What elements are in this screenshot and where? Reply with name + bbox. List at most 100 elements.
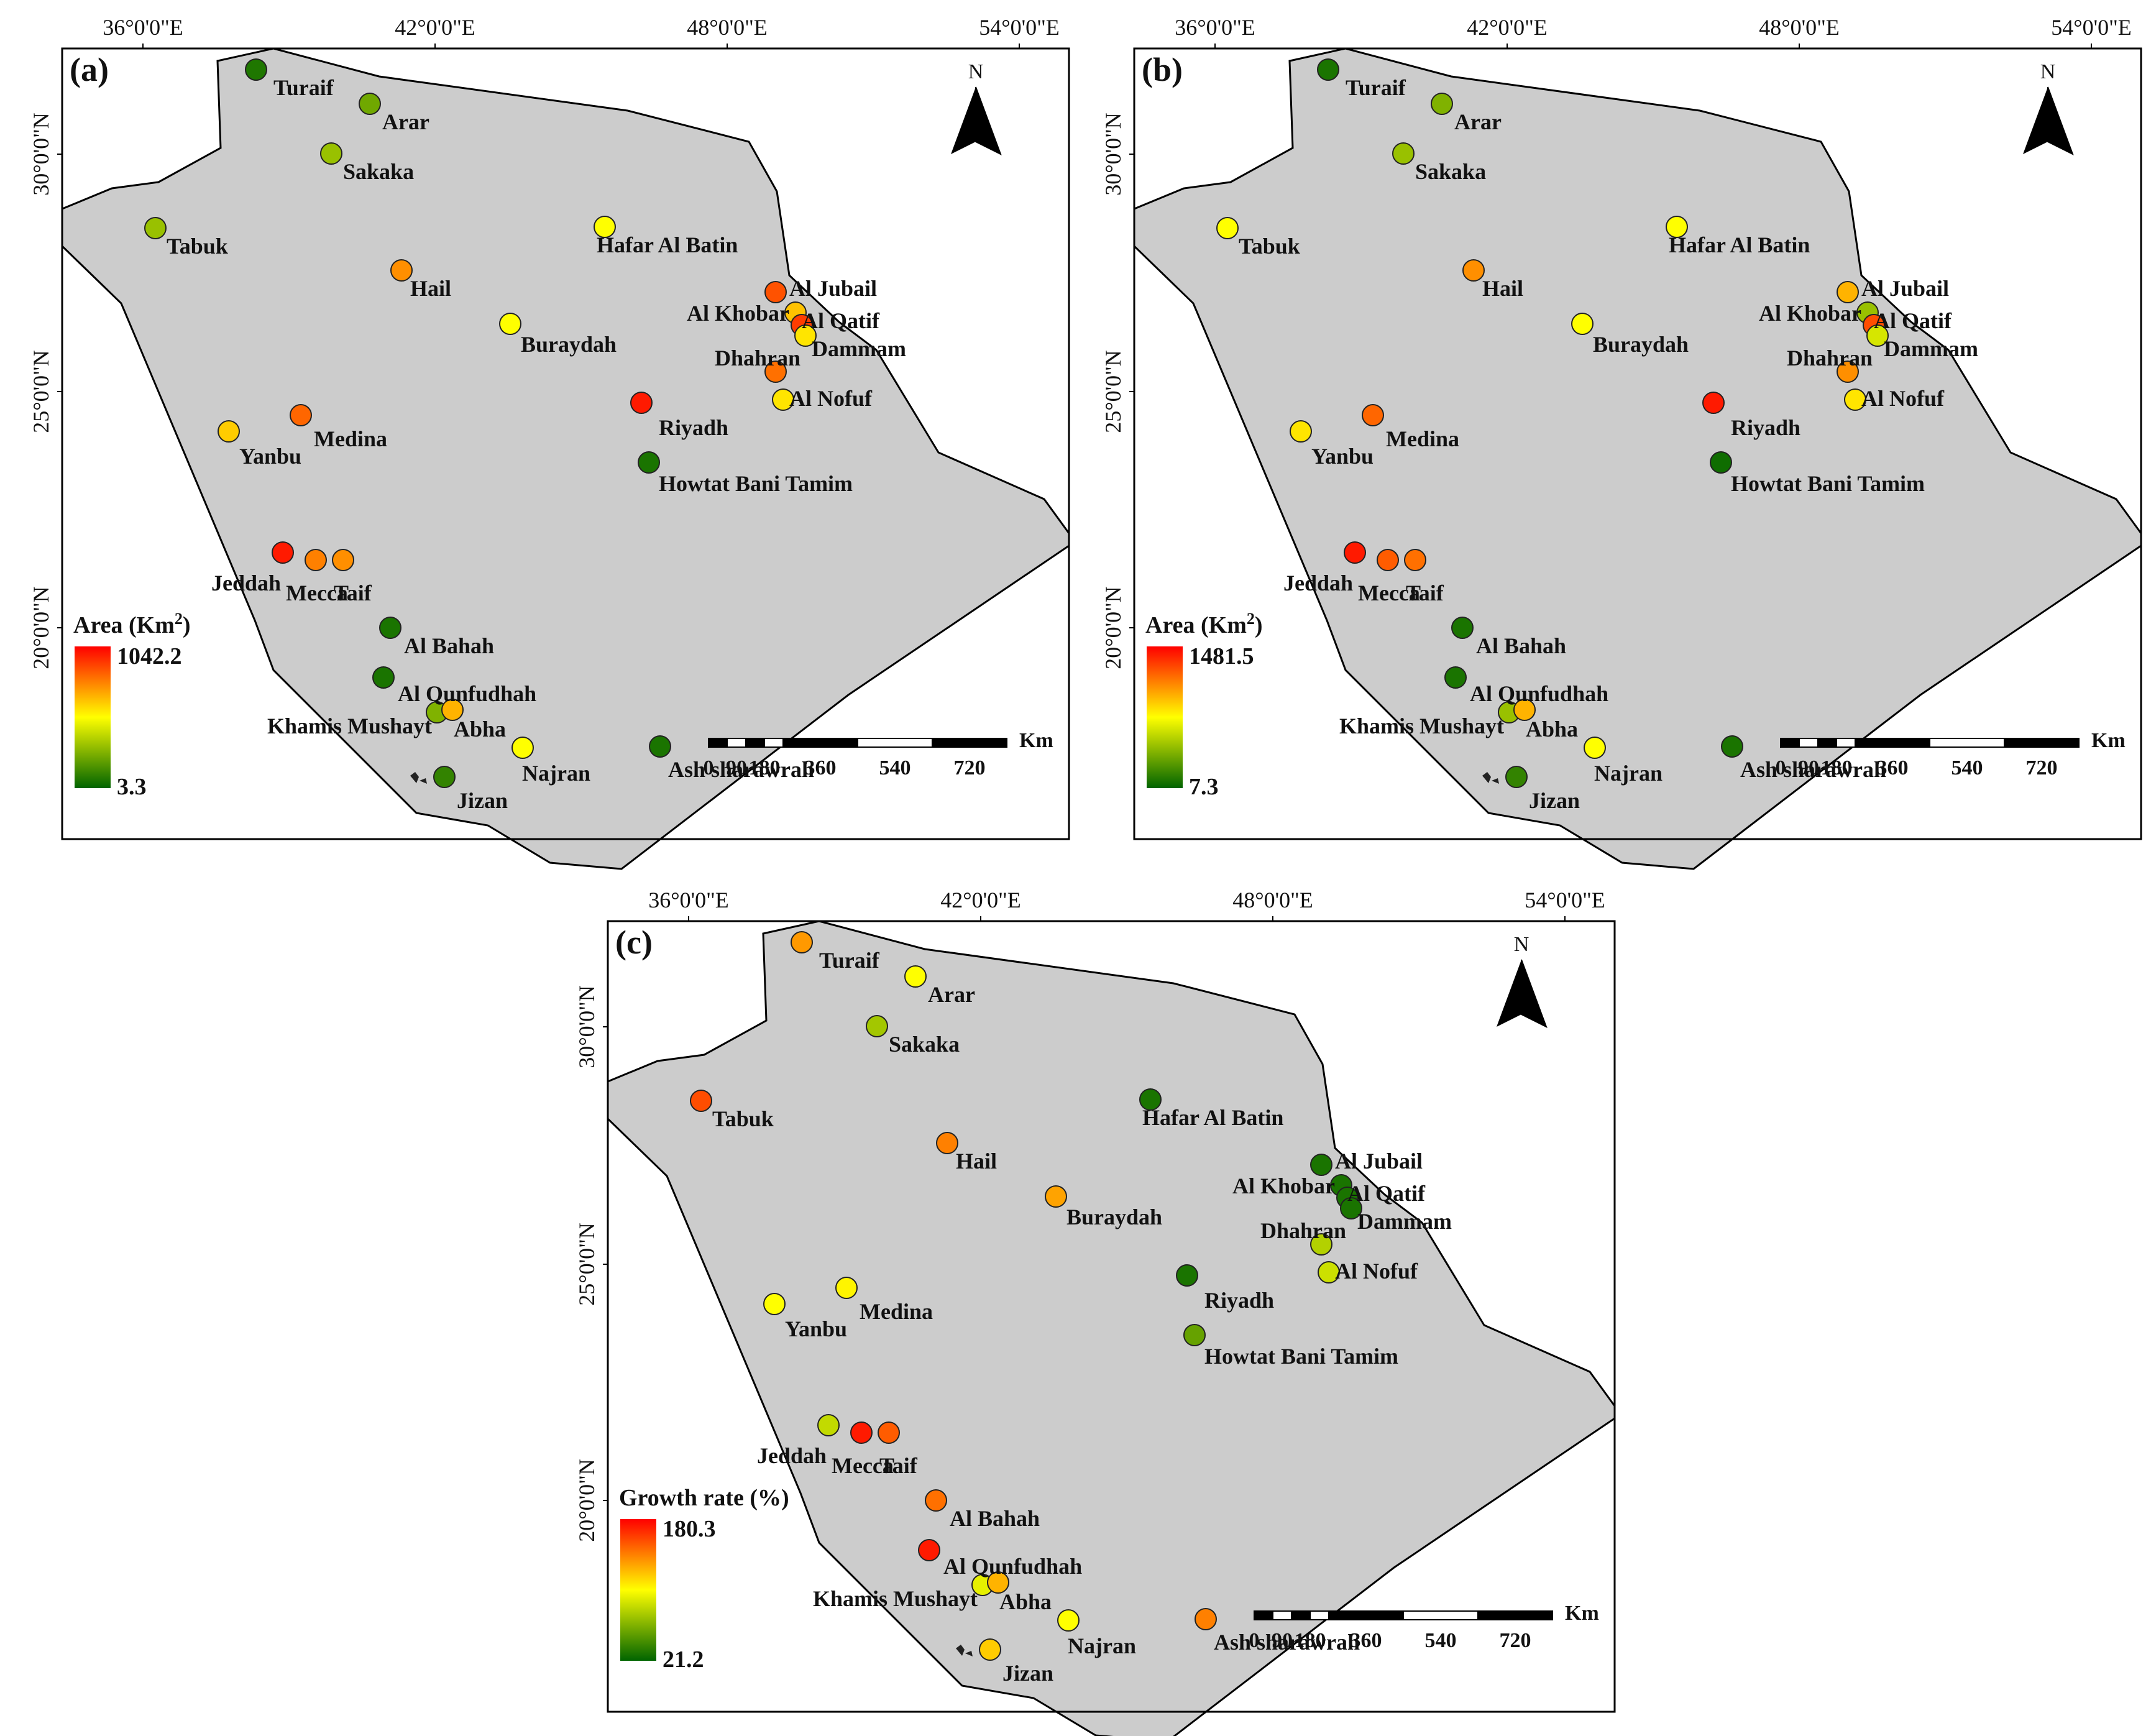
scale-tick-label: 90 xyxy=(1798,756,1819,779)
city-label-al-khobar: Al Khobar xyxy=(687,301,789,326)
city-point-dhahran xyxy=(764,361,787,383)
city-label-al-qatif: Al Qatif xyxy=(802,308,880,333)
city-point-sakaka xyxy=(1392,142,1415,165)
city-label-khamis-mushayt: Khamis Mushayt xyxy=(267,714,432,738)
map-frame xyxy=(607,920,1616,1713)
longitude-tick-label: 42°0'0"E xyxy=(940,888,1021,912)
scale-tick-label: 540 xyxy=(1425,1629,1457,1652)
city-label-al-khobar: Al Khobar xyxy=(1232,1173,1335,1198)
longitude-tick-label: 36°0'0"E xyxy=(648,888,729,912)
city-label-al-nofuf: Al Nofuf xyxy=(789,386,873,411)
latitude-tick-label: 25°0'0"N xyxy=(1101,350,1126,433)
city-point-al-qunfudhah xyxy=(372,666,395,689)
city-label-medina: Medina xyxy=(1386,426,1459,451)
legend-min-label: 21.2 xyxy=(663,1646,704,1673)
city-point-howtat-bani-tamim xyxy=(638,451,660,474)
legend-title-sup: 2 xyxy=(1247,610,1255,628)
city-point-mecca xyxy=(850,1421,873,1444)
city-label-al-jubail: Al Jubail xyxy=(789,276,877,301)
scale-unit-label: Km xyxy=(1565,1602,1599,1625)
city-label-al-khobar: Al Khobar xyxy=(1759,301,1861,326)
city-label-al-bahah: Al Bahah xyxy=(404,633,494,658)
city-label-buraydah: Buraydah xyxy=(521,332,617,357)
scale-bar-segment xyxy=(1836,738,1856,748)
legend-title-main: Area (Km xyxy=(1145,612,1247,638)
latitude-tick-label: 30°0'0"N xyxy=(1101,113,1126,196)
scale-bar-segment xyxy=(1929,738,2005,748)
city-label-arar: Arar xyxy=(382,109,429,134)
city-point-najran xyxy=(511,737,534,759)
city-point-abha xyxy=(441,699,464,721)
city-label-medina: Medina xyxy=(314,426,387,451)
city-point-turaif xyxy=(791,931,813,953)
scale-tick-label: 720 xyxy=(2026,756,2058,779)
north-arrow-left xyxy=(1497,960,1521,1027)
city-label-dhahran: Dhahran xyxy=(1260,1218,1346,1243)
panel-label: (b) xyxy=(1142,51,1183,88)
longitude-tick-label: 48°0'0"E xyxy=(1759,15,1840,40)
city-point-mecca xyxy=(1377,549,1399,571)
legend-min-label: 7.3 xyxy=(1189,774,1219,800)
legend-title: Area (Km2) xyxy=(1145,610,1263,638)
scale-tick-label: 0 xyxy=(1776,756,1786,779)
farasan-islands xyxy=(410,772,427,784)
latitude-tick-label: 20°0'0"N xyxy=(1101,586,1126,669)
scale-tick-label: 0 xyxy=(704,756,714,779)
saudi-arabia-land xyxy=(607,920,1616,1736)
legend: Growth rate (%) 180.3 21.2 xyxy=(619,1485,789,1673)
scale-tick-label: 90 xyxy=(1272,1629,1293,1652)
city-point-yanbu xyxy=(763,1293,786,1315)
map-frame xyxy=(1133,47,2142,840)
city-point-howtat-bani-tamim xyxy=(1183,1324,1206,1346)
legend-max-label: 1481.5 xyxy=(1189,643,1254,669)
city-point-al-jubail xyxy=(1837,281,1859,303)
city-point-jizan xyxy=(433,766,456,788)
city-label-khamis-mushayt: Khamis Mushayt xyxy=(813,1586,978,1611)
city-label-najran: Najran xyxy=(522,761,590,786)
city-label-tabuk: Tabuk xyxy=(1239,234,1300,259)
legend-color-ramp xyxy=(1147,646,1183,788)
city-point-jeddah xyxy=(272,541,294,564)
scale-bar-segment xyxy=(1328,1610,1404,1620)
city-label-al-qunfudhah: Al Qunfudhah xyxy=(398,681,536,706)
map-panel-b: 36°0'0"E 42°0'0"E 48°0'0"E 54°0'0"E 30°0'0"N… xyxy=(1101,15,2142,870)
north-arrow-left xyxy=(951,87,976,154)
scale-tick-label: 540 xyxy=(1951,756,1983,779)
scale-bar-segment xyxy=(745,738,765,748)
city-point-hafar-al-batin xyxy=(1139,1088,1162,1111)
city-label-khamis-mushayt: Khamis Mushayt xyxy=(1339,714,1504,738)
city-label-hafar-al-batin: Hafar Al Batin xyxy=(1669,232,1810,257)
city-label-tabuk: Tabuk xyxy=(167,234,228,259)
city-label-al-qatif: Al Qatif xyxy=(1874,308,1952,333)
city-label-howtat-bani-tamim: Howtat Bani Tamim xyxy=(1204,1344,1398,1369)
saudi-arabia-land xyxy=(1133,47,2142,870)
scale-unit-label: Km xyxy=(2091,729,2126,752)
city-label-arar: Arar xyxy=(928,982,975,1007)
scale-bar-segment xyxy=(1799,738,1818,748)
city-label-riyadh: Riyadh xyxy=(659,415,728,440)
scale-bar-segment xyxy=(727,738,746,748)
north-arrow-right xyxy=(975,86,1002,156)
north-arrow-right xyxy=(1521,959,1548,1029)
city-point-dammam xyxy=(794,324,817,347)
city-label-turaif: Turaif xyxy=(1346,75,1406,100)
scale-bar-segment xyxy=(708,738,728,748)
legend-color-ramp xyxy=(75,646,111,788)
city-label-al-qatif: Al Qatif xyxy=(1347,1181,1426,1206)
city-label-dammam: Dammam xyxy=(812,336,906,361)
city-point-dhahran xyxy=(1310,1233,1332,1256)
city-point-al-nofuf xyxy=(1844,388,1866,411)
scale-bar: Km 0 90 180 360 540 720 xyxy=(1776,729,2126,779)
latitude-tick-label: 30°0'0"N xyxy=(574,985,599,1068)
north-arrow-left xyxy=(2023,87,2048,154)
city-label-abha: Abha xyxy=(1526,717,1578,742)
scale-unit-label: Km xyxy=(1019,729,1053,752)
city-point-al-bahah xyxy=(1451,617,1474,639)
map-panel-c: 36°0'0"E 42°0'0"E 48°0'0"E 54°0'0"E 30°0'0"N… xyxy=(574,888,1616,1736)
city-point-ash-sharawrah xyxy=(649,735,671,758)
city-label-mecca: Mecca xyxy=(832,1453,894,1478)
scale-tick-label: 720 xyxy=(954,756,986,779)
farasan-islands xyxy=(1482,772,1499,784)
scale-bar-segment xyxy=(1780,738,1800,748)
